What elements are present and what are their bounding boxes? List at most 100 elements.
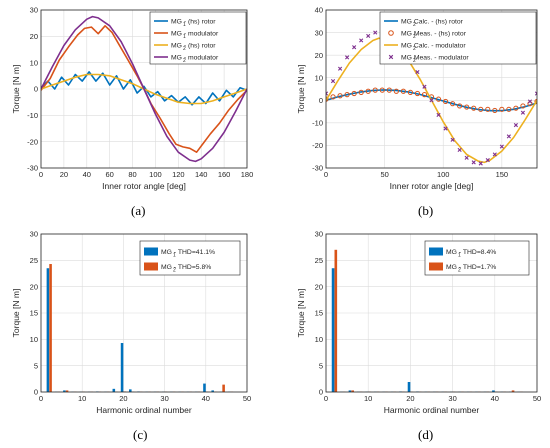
bar — [203, 383, 206, 392]
y-tick-label: 20 — [30, 32, 38, 41]
series-line — [41, 15, 247, 163]
legend-swatch — [144, 247, 158, 256]
legend-subscript: 2 — [183, 46, 186, 52]
x-tick-label: 180 — [241, 170, 254, 179]
legend-label: MG - modulator — [171, 31, 219, 38]
x-tick-label: 10 — [364, 394, 372, 403]
data-point — [513, 123, 518, 128]
x-tick-label: 10 — [78, 394, 86, 403]
y-tick-label: 20 — [315, 282, 323, 291]
x-axis-label: Inner rotor angle [deg] — [390, 181, 474, 191]
y-tick-label: 30 — [30, 6, 38, 15]
y-axis-label: Torque [N m] — [11, 289, 21, 338]
bar — [65, 390, 69, 392]
legend-label: MG - THD=8.4% — [446, 249, 496, 256]
legend-label: MG - THD=1.7% — [446, 264, 496, 271]
data-point — [520, 103, 526, 109]
data-point — [464, 155, 469, 160]
x-axis-label: Harmonic ordinal number — [96, 405, 192, 415]
data-point — [443, 126, 448, 131]
x-tick-label: 0 — [39, 170, 43, 179]
y-tick-label: 10 — [315, 335, 323, 344]
bar — [112, 388, 116, 392]
data-point — [358, 89, 364, 95]
data-point — [326, 96, 329, 102]
data-point — [457, 103, 463, 109]
data-point — [442, 98, 449, 105]
x-tick-label: 30 — [160, 394, 168, 403]
chart-panel-d: 0 10 20 30 40 50 0 5 10 15 20 25 30 Harmonic ordinal … — [296, 230, 541, 415]
y-tick-label: -10 — [27, 111, 38, 120]
data-point — [421, 92, 428, 98]
x-tick-label: 150 — [496, 170, 509, 179]
y-tick-label: 30 — [315, 230, 323, 239]
y-tick-label: 10 — [30, 335, 38, 344]
data-point — [330, 79, 336, 84]
x-tick-label: 120 — [172, 170, 185, 179]
data-point — [326, 91, 329, 96]
data-point — [422, 84, 427, 89]
bar — [222, 384, 225, 392]
legend-subscript: 2 — [413, 22, 416, 28]
data-layer — [326, 30, 537, 166]
data-point — [372, 87, 378, 93]
y-tick-label: 0 — [34, 388, 38, 397]
x-tick-label: 40 — [491, 394, 499, 403]
bar — [120, 343, 124, 392]
bar — [407, 381, 411, 392]
y-tick-label: 40 — [315, 6, 323, 15]
y-tick-label: 20 — [315, 51, 323, 60]
legend-label: MG Meas. - (hs) rotor — [401, 31, 467, 38]
legend-swatch — [388, 30, 394, 36]
data-point — [379, 87, 385, 93]
bar — [129, 389, 132, 392]
data-point — [499, 106, 505, 112]
bar — [348, 390, 352, 392]
x-tick-label: 0 — [324, 170, 328, 179]
y-axis-label: Torque [N m] — [11, 65, 21, 114]
legend-subscript: 2 — [183, 58, 186, 64]
data-point — [485, 158, 490, 163]
legend-swatch — [429, 247, 443, 256]
data-point — [393, 88, 399, 94]
y-tick-label: 20 — [30, 282, 38, 291]
series-line — [326, 89, 537, 112]
data-point — [415, 69, 420, 75]
y-tick-label: -20 — [27, 137, 38, 146]
data-point — [534, 91, 537, 96]
panel-label-a: (a) — [131, 203, 146, 218]
legend-subscript: 2 — [413, 34, 416, 40]
chart-panel-b: 0 50 100 150 -30 -20 -10 0 10 20 30 40 Inner rotor a… — [296, 6, 538, 191]
y-tick-label: -20 — [312, 141, 323, 150]
data-point — [478, 161, 483, 166]
legend-box — [379, 11, 537, 65]
x-axis-label: Harmonic ordinal number — [384, 405, 480, 415]
bar — [49, 264, 52, 392]
plot-frame — [40, 233, 248, 393]
x-tick-label: 160 — [218, 170, 231, 179]
x-tick-label: 20 — [60, 170, 68, 179]
y-tick-label: 15 — [30, 309, 38, 318]
data-point — [435, 96, 442, 102]
data-point — [344, 92, 350, 98]
y-tick-label: 0 — [34, 85, 38, 94]
x-tick-label: 80 — [128, 170, 136, 179]
bar — [511, 390, 515, 392]
plot-frame — [325, 233, 538, 393]
y-tick-label: 25 — [30, 256, 38, 265]
data-point — [457, 147, 462, 153]
x-tick-label: 0 — [324, 394, 328, 403]
legend-swatch — [144, 262, 158, 271]
data-point — [534, 98, 537, 105]
data-point — [471, 160, 476, 165]
plot-frame — [325, 9, 538, 169]
data-point — [506, 134, 511, 139]
y-tick-label: 10 — [30, 58, 38, 67]
legend-subscript: 1 — [173, 253, 176, 259]
x-tick-label: 50 — [243, 394, 251, 403]
legend-label: MG - modulator — [171, 55, 219, 62]
y-tick-label: 25 — [315, 256, 323, 265]
data-point — [499, 144, 504, 149]
